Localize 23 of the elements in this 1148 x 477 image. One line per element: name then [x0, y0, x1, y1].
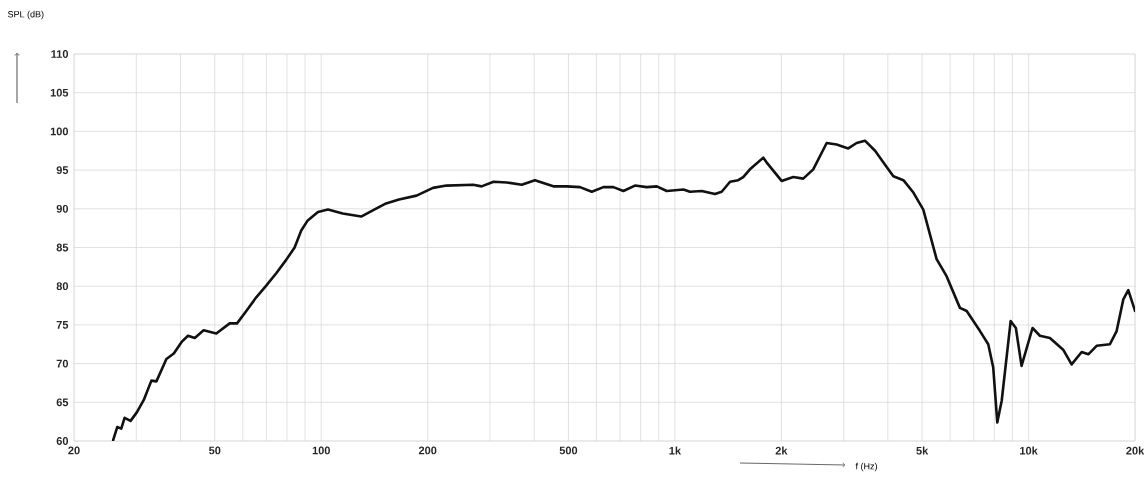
y-tick-label: 105 — [50, 88, 69, 97]
y-tick-label: 75 — [56, 321, 69, 329]
x-axis-title: f (Hz) — [855, 462, 877, 472]
y-tick-label: 80 — [56, 282, 69, 291]
x-tick-label: 1k — [669, 446, 682, 455]
x-tick-label: 20k — [1126, 446, 1145, 455]
y-tick-label: 95 — [56, 166, 69, 174]
x-tick-label: 5k — [916, 446, 929, 455]
x-tick-label: 50 — [208, 446, 221, 455]
y-tick-label: 85 — [56, 243, 69, 252]
x-tick-label: 200 — [418, 446, 437, 455]
y-tick-label: 110 — [51, 50, 69, 58]
x-tick-label: 10k — [1020, 446, 1038, 455]
y-tick-label: 60 — [56, 437, 69, 445]
x-tick-label: 500 — [559, 446, 578, 455]
x-tick-label: 2k — [775, 446, 788, 455]
x-tick-label: 100 — [312, 446, 330, 455]
y-tick-label: 70 — [56, 359, 69, 368]
x-tick-label: 20 — [68, 446, 80, 455]
y-axis-title: SPL (dB) — [7, 10, 44, 20]
y-tick-label: 100 — [50, 127, 69, 136]
y-tick-label: 90 — [56, 204, 69, 213]
y-tick-label: 65 — [56, 398, 69, 407]
